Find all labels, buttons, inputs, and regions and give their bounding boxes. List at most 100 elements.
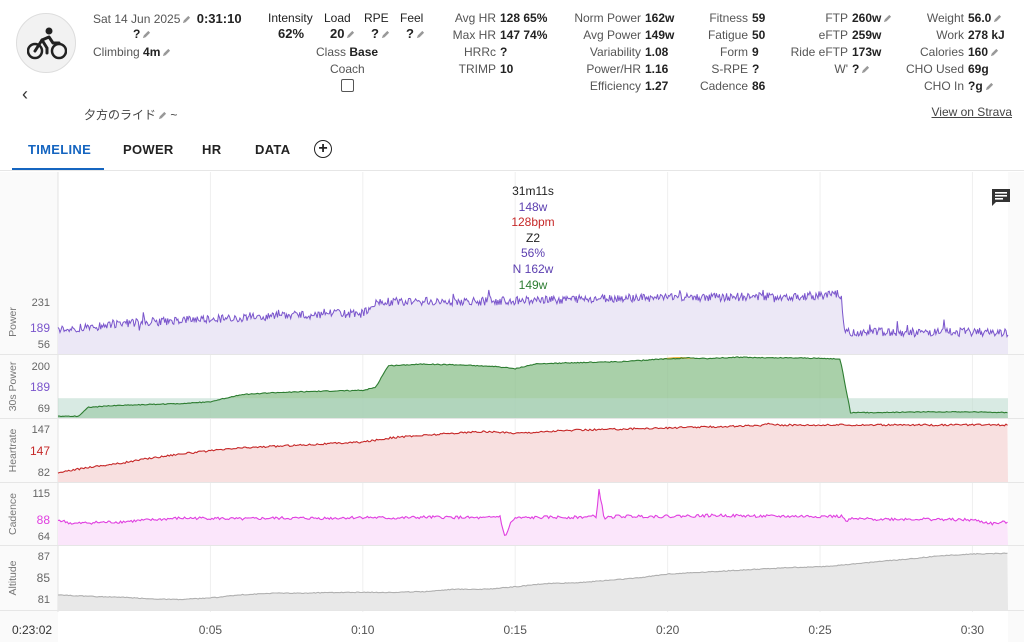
avg-hr-pct: 65% <box>523 11 548 25</box>
norm-power-label: Norm Power <box>574 11 641 25</box>
edit-pencil-icon[interactable] <box>182 15 191 24</box>
x-axis-tick-5: 0:30 <box>961 623 985 637</box>
tab-hr[interactable]: HR <box>202 142 222 157</box>
ride-eftp-value: 173w <box>852 45 882 59</box>
activity-type-value[interactable]: ? <box>133 27 141 41</box>
class-label: Class <box>316 45 347 59</box>
work-label: Work <box>936 28 964 42</box>
activity-header: ‹ Sat 14 Jun 2025 0:31:10 ? Climbing 4m … <box>0 0 1024 135</box>
rpe-value[interactable]: ? <box>371 26 379 41</box>
form-label: Form <box>720 45 748 59</box>
ride-eftp-label: Ride eFTP <box>790 45 848 59</box>
edit-pencil-icon[interactable] <box>985 82 994 91</box>
ftp-label: FTP <box>825 11 848 25</box>
timeline-charts[interactable]: 231 189 56 Power 200 189 69 30s Power 147 147 82 He… <box>0 172 1024 642</box>
calories-value-row: 160 <box>968 45 999 59</box>
weight-value-row: 56.0 <box>968 11 1002 25</box>
avg-power-value: 149w <box>645 28 675 42</box>
calories-value[interactable]: 160 <box>968 45 989 59</box>
active-tab-indicator <box>12 168 104 170</box>
tooltip-power: 148w <box>518 199 548 214</box>
edit-pencil-icon[interactable] <box>162 48 171 57</box>
power-tick-0: 231 <box>32 297 50 309</box>
x-axis-tick-1: 0:10 <box>351 623 375 637</box>
view-tabs: TIMELINE POWER HR DATA <box>0 135 1024 171</box>
cho-in-value[interactable]: ?g <box>968 79 983 93</box>
efficiency-value: 1.27 <box>645 79 669 93</box>
feel-value[interactable]: ? <box>406 26 414 41</box>
wprime-value[interactable]: ? <box>852 62 860 76</box>
intensity-value: 62% <box>278 26 305 41</box>
tooltip-np: N 162w <box>512 261 554 276</box>
tab-data[interactable]: DATA <box>255 142 291 157</box>
altitude-tick-0: 87 <box>38 551 50 563</box>
srpe-value: ? <box>752 62 760 76</box>
30s-power-tick-0: 200 <box>32 361 50 373</box>
edit-pencil-icon[interactable] <box>990 48 999 57</box>
weight-value[interactable]: 56.0 <box>968 11 992 25</box>
avg-hr-value: 128 <box>500 11 521 25</box>
cadence-axis-label: Cadence <box>7 493 19 535</box>
ftp-value[interactable]: 260w <box>852 11 882 25</box>
activity-type-avatar[interactable] <box>16 13 76 73</box>
tab-timeline[interactable]: TIMELINE <box>28 142 92 157</box>
x-axis-tick-0: 0:05 <box>199 623 223 637</box>
climbing-row: Climbing 4m <box>93 45 171 59</box>
bike-icon <box>27 27 67 60</box>
edit-pencil-icon[interactable] <box>861 65 870 74</box>
back-button[interactable]: ‹ <box>22 84 28 104</box>
form-value: 9 <box>752 45 759 59</box>
srpe-label: S-RPE <box>711 62 748 76</box>
edit-pencil-icon[interactable] <box>346 30 355 39</box>
x-axis-tick-2: 0:15 <box>504 623 528 637</box>
max-hr-pct: 74% <box>523 28 548 42</box>
tooltip-time: 31m11s <box>512 184 554 198</box>
30s-power-line <box>57 356 1008 418</box>
coach-label: Coach <box>330 62 365 76</box>
power-hr-label: Power/HR <box>586 62 641 76</box>
activity-date[interactable]: Sat 14 Jun 2025 <box>93 12 181 26</box>
cho-used-value: 69g <box>968 62 989 76</box>
coach-checkbox[interactable] <box>341 79 354 92</box>
norm-power-value: 162w <box>645 11 675 25</box>
climbing-value[interactable]: 4m <box>143 45 161 59</box>
edit-pencil-icon[interactable] <box>142 30 151 39</box>
cadence-tick-1: 88 <box>37 513 51 527</box>
comment-icon[interactable] <box>990 188 1012 208</box>
tab-power[interactable]: POWER <box>123 142 174 157</box>
power-tick-2: 56 <box>38 339 50 351</box>
heartrate-tick-2: 82 <box>38 467 50 479</box>
eftp-label: eFTP <box>818 28 848 42</box>
edit-pencil-icon[interactable] <box>381 30 390 39</box>
avg-hr-value-row: 128 65% <box>500 11 547 25</box>
edit-pencil-icon[interactable] <box>158 111 167 120</box>
view-on-strava-link[interactable]: View on Strava <box>931 105 1013 119</box>
edit-pencil-icon[interactable] <box>883 14 892 23</box>
edit-pencil-icon[interactable] <box>993 14 1002 23</box>
weight-label: Weight <box>926 11 964 25</box>
fitness-label: Fitness <box>709 11 748 25</box>
cadence-tick-0: 115 <box>32 488 50 500</box>
fitness-value: 59 <box>752 11 766 25</box>
power-hr-value: 1.16 <box>645 62 669 76</box>
heartrate-tick-0: 147 <box>32 424 50 436</box>
fatigue-label: Fatigue <box>707 28 748 42</box>
add-tab-button[interactable]: + <box>314 140 332 158</box>
altitude-area <box>58 553 1008 610</box>
altitude-axis-label: Altitude <box>7 560 19 595</box>
altitude-tick-1: 85 <box>37 571 51 585</box>
max-hr-value: 147 <box>500 28 521 42</box>
activity-name[interactable]: 夕方のライド <box>84 108 157 122</box>
calories-label: Calories <box>919 45 964 59</box>
load-value[interactable]: 20 <box>330 26 345 41</box>
30s-power-tick-2: 69 <box>38 403 50 415</box>
rpe-value-row: ? <box>371 26 390 41</box>
feel-label: Feel <box>400 11 424 25</box>
activity-date-row: Sat 14 Jun 2025 0:31:10 <box>93 11 242 26</box>
heartrate-tick-1: 147 <box>30 444 50 458</box>
x-axis-start-label: 0:23:02 <box>12 623 52 637</box>
activity-name-suffix: ~ <box>170 108 178 122</box>
edit-pencil-icon[interactable] <box>416 30 425 39</box>
efficiency-label: Efficiency <box>589 79 641 93</box>
class-value[interactable]: Base <box>349 45 379 59</box>
